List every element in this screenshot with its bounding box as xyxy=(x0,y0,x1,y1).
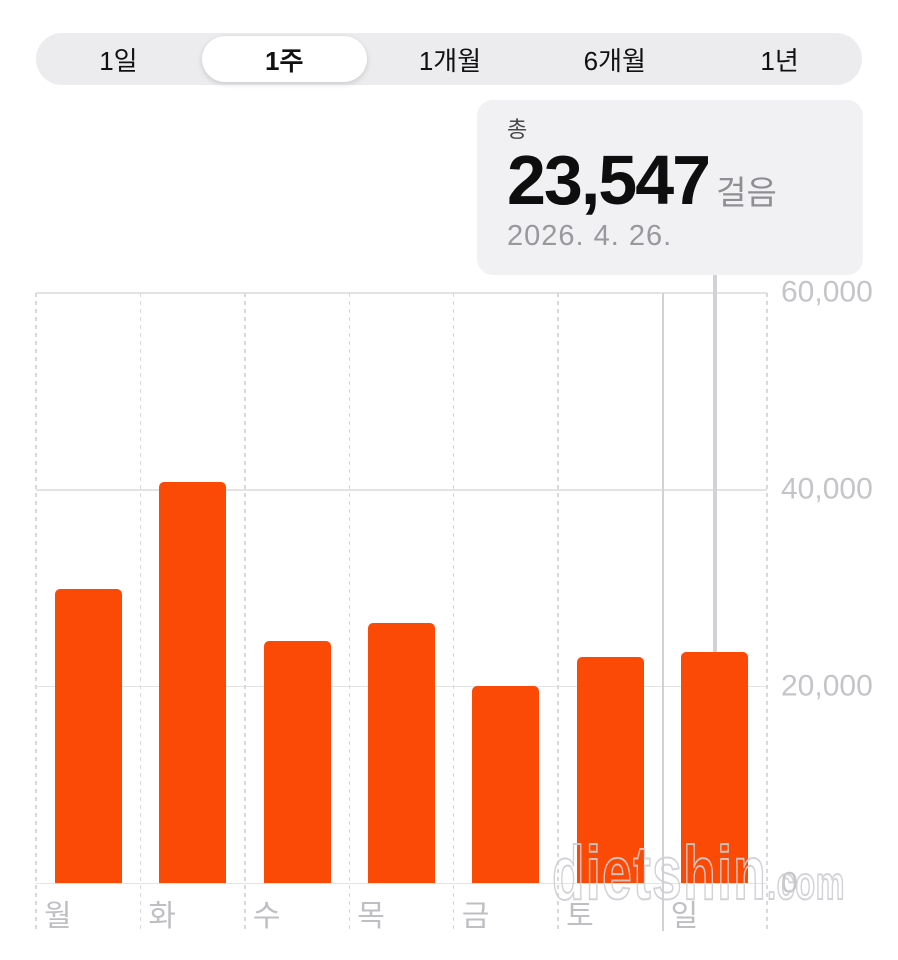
step-bar-5[interactable] xyxy=(472,685,540,884)
slot-divider xyxy=(244,293,246,931)
tab-1-day[interactable]: 1일 xyxy=(99,45,138,76)
y-axis-label: 40,000 xyxy=(781,472,873,506)
y-axis-label: 0 xyxy=(781,865,798,899)
slot-divider xyxy=(35,293,37,931)
step-bar-2[interactable] xyxy=(159,481,227,884)
slot-divider xyxy=(452,293,455,931)
tab-6-months[interactable]: 6개월 xyxy=(583,45,646,76)
callout-total-label: 총 xyxy=(507,117,528,142)
x-axis-label: 화 xyxy=(148,900,177,933)
slot-divider xyxy=(766,293,768,931)
tab-1-year[interactable]: 1년 xyxy=(760,45,799,76)
period-segmented-control: 1일 1주 1개월 6개월 1년 xyxy=(36,33,862,85)
callout-pointer-line xyxy=(713,275,717,652)
gridline-60000 xyxy=(36,292,767,294)
x-axis-label: 월 xyxy=(44,900,72,933)
gridline-40000 xyxy=(36,489,767,491)
step-bar-1[interactable] xyxy=(54,589,122,884)
slot-divider xyxy=(348,293,351,931)
callout-value-row: 23,547 걸음 xyxy=(507,144,863,217)
step-bar-6[interactable] xyxy=(576,657,644,884)
tab-1-week[interactable]: 1주 xyxy=(201,36,367,82)
x-axis-label: 목 xyxy=(357,900,385,933)
callout-steps-unit: 걸음 xyxy=(716,174,777,211)
callout-date: 2026. 4. 26. xyxy=(507,219,673,252)
step-bar-7[interactable] xyxy=(681,651,749,884)
x-axis-label: 수 xyxy=(252,900,281,933)
x-axis-label: 일 xyxy=(670,900,699,933)
callout-steps-value: 23,547 xyxy=(507,141,711,219)
slot-divider xyxy=(557,293,559,931)
y-axis-label: 60,000 xyxy=(781,275,873,309)
gridline-0 xyxy=(36,882,767,885)
x-axis-label: 토 xyxy=(566,900,594,933)
step-bar-4[interactable] xyxy=(368,622,435,884)
x-axis-label: 금 xyxy=(461,900,490,933)
selection-callout: 총 23,547 걸음 2026. 4. 26. xyxy=(477,100,863,275)
y-axis-label: 20,000 xyxy=(781,668,873,702)
slot-divider xyxy=(139,293,142,931)
tab-1-month[interactable]: 1개월 xyxy=(418,45,482,76)
step-bar-3[interactable] xyxy=(263,641,331,884)
selected-slot-divider xyxy=(661,293,664,931)
